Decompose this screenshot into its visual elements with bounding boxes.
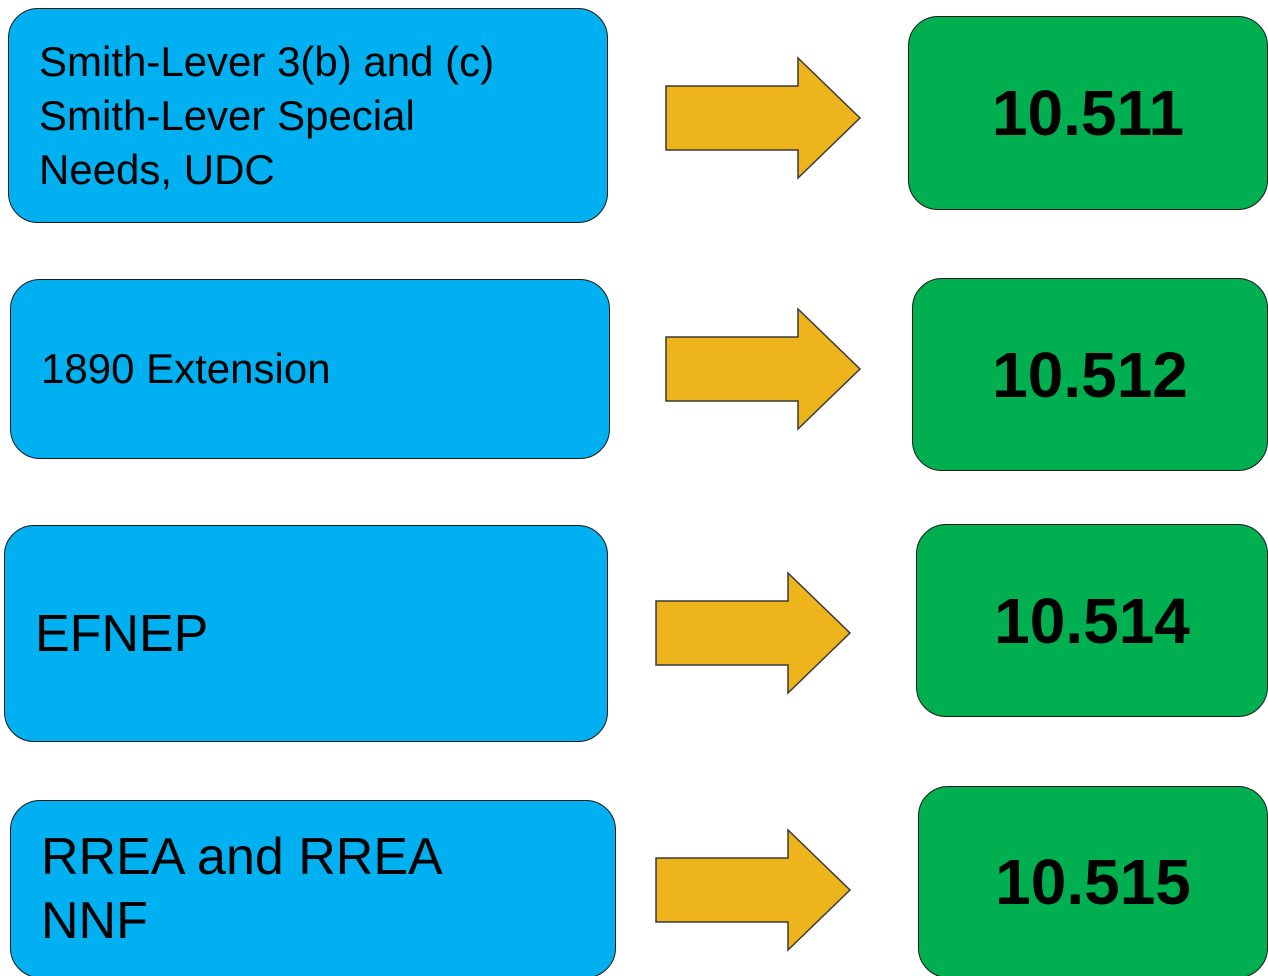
- program-box-1890-extension: 1890 Extension: [10, 279, 610, 459]
- program-code: 10.512: [992, 338, 1188, 411]
- program-code: 10.514: [994, 584, 1190, 657]
- right-arrow-icon: [664, 56, 864, 180]
- program-code: 10.511: [991, 77, 1185, 149]
- program-box-efnep: EFNEP: [4, 525, 608, 742]
- program-label: Smith-Lever 3(b) and (c) Smith-Lever Spe…: [39, 37, 495, 193]
- right-arrow-icon: [654, 828, 854, 952]
- code-box-10-514: 10.514: [916, 524, 1268, 717]
- right-arrow-icon: [654, 571, 854, 695]
- program-label: 1890 Extension: [41, 345, 331, 392]
- program-box-rrea: RREA and RREA NNF: [10, 800, 616, 976]
- program-code: 10.515: [995, 846, 1191, 918]
- code-box-10-511: 10.511: [908, 16, 1268, 210]
- program-box-smith-lever: Smith-Lever 3(b) and (c) Smith-Lever Spe…: [8, 8, 608, 223]
- right-arrow-icon: [664, 307, 864, 431]
- code-box-10-512: 10.512: [912, 278, 1268, 471]
- program-label: RREA and RREA NNF: [41, 828, 443, 950]
- program-label: EFNEP: [35, 604, 209, 663]
- code-box-10-515: 10.515: [918, 786, 1268, 976]
